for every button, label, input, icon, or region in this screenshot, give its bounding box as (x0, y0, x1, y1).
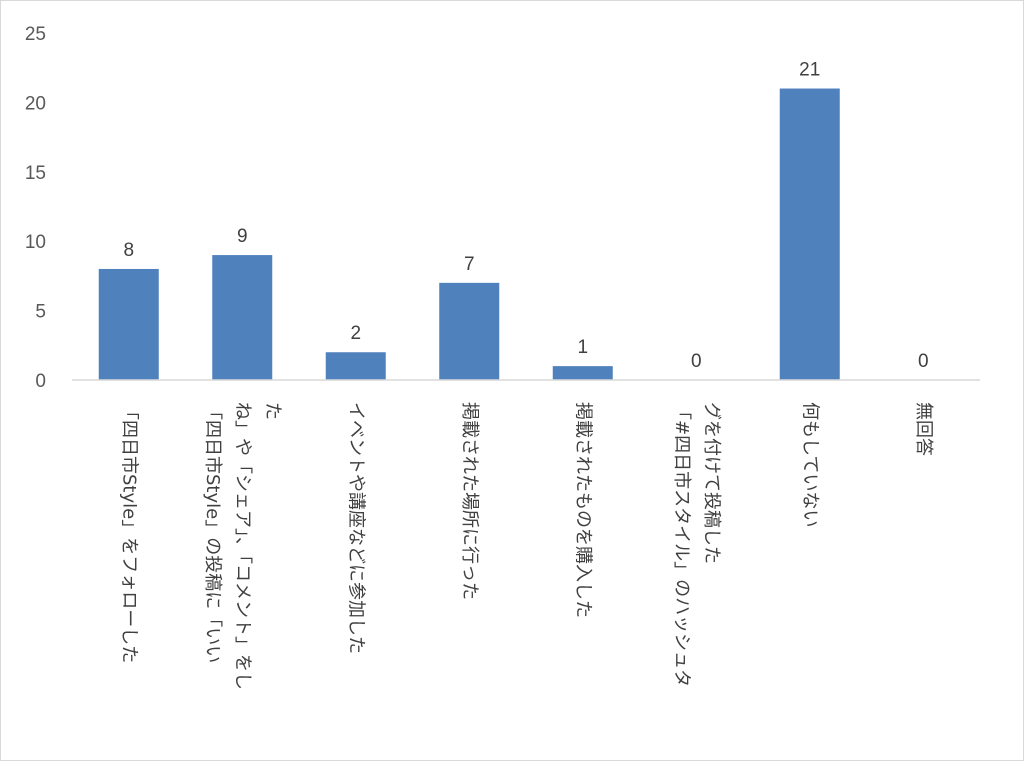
y-tick-label: 5 (35, 302, 46, 323)
category-label-line: ね」や「シェア」、「コメント」をし (232, 402, 253, 690)
category-label: 「四日市Style」の投稿に「いい ね」や「シェア」、「コメント」をした (202, 402, 283, 690)
data-label: 2 (350, 323, 361, 344)
y-tick-label: 20 (25, 93, 46, 114)
bar (325, 352, 386, 380)
data-label: 7 (464, 254, 475, 275)
data-label: 8 (123, 240, 134, 261)
y-tick-label: 15 (25, 163, 46, 184)
y-tick-label: 0 (35, 371, 46, 392)
category-label-line: 何もしていない (799, 402, 820, 527)
data-label: 9 (237, 226, 248, 247)
category-label: 無回答 (913, 402, 934, 456)
category-label: 何もしていない (799, 402, 820, 527)
data-labels: 8 9 2 7 1 0 21 0 (123, 60, 928, 372)
y-axis: 0 5 10 15 20 25 (25, 24, 46, 392)
bar (212, 255, 273, 380)
y-tick-label: 25 (25, 24, 46, 45)
category-label: 「#四日市スタイル」のハッシュタ グを付けて投稿した (671, 402, 722, 687)
data-label: 1 (577, 337, 588, 358)
bar (779, 88, 840, 381)
category-label-line: イベントや講座などに参加した (345, 402, 366, 654)
category-label-line: 「四日市Style」をフォローした (118, 402, 139, 663)
category-label-line: 無回答 (913, 402, 934, 456)
category-label: イベントや講座などに参加した (345, 402, 366, 654)
category-label-line: グを付けて投稿した (701, 402, 722, 564)
data-label: 21 (799, 60, 820, 81)
bar (439, 282, 500, 380)
bar (98, 268, 159, 380)
bars (98, 88, 840, 381)
category-label-line: た (262, 402, 283, 420)
category-label: 「四日市Style」をフォローした (118, 402, 139, 663)
category-label-line: 「#四日市スタイル」のハッシュタ (671, 402, 692, 687)
category-label-line: 掲載された場所に行った (459, 402, 480, 600)
data-label: 0 (918, 351, 929, 372)
category-label-line: 掲載されたものを購入した (572, 402, 593, 618)
category-label: 掲載されたものを購入した (572, 402, 593, 618)
bar (552, 366, 613, 380)
category-label-line: 「四日市Style」の投稿に「いい (202, 402, 223, 663)
y-tick-label: 10 (25, 232, 46, 253)
category-label: 掲載された場所に行った (459, 402, 480, 600)
x-axis-labels: 「四日市Style」をフォローした 「四日市Style」の投稿に「いい ね」や「シェ… (118, 402, 934, 690)
data-label: 0 (691, 351, 702, 372)
